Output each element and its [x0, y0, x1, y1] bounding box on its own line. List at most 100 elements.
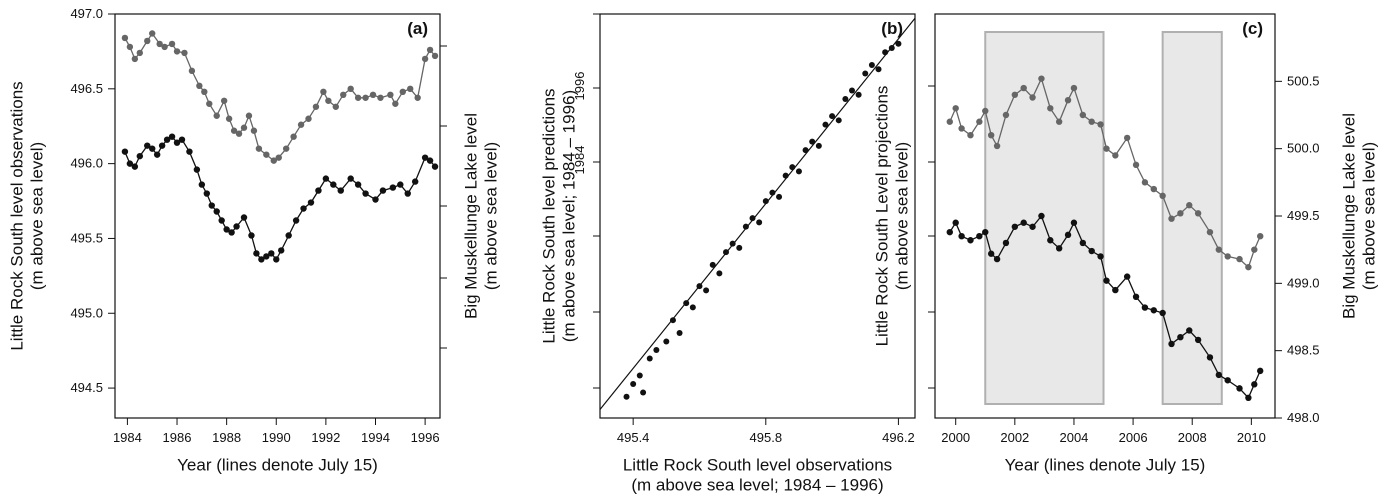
x-tick-label: 2006	[1119, 430, 1148, 445]
series-1-point	[1029, 94, 1036, 101]
series-1-point	[297, 121, 305, 128]
series-2-point	[1224, 377, 1231, 384]
series-1-point	[220, 97, 228, 104]
scatter-point	[842, 96, 849, 103]
y2-axis-label: Big Muskellunge Lake level (m above sea l…	[461, 113, 500, 319]
scatter-point	[829, 113, 836, 120]
y-axis-label-line-1: (m above sea level)	[893, 142, 912, 290]
series-2-point	[404, 190, 411, 197]
series-2-point	[1168, 340, 1175, 348]
series-1-point	[952, 105, 959, 112]
panel-label: (a)	[407, 19, 428, 38]
series-1-point	[982, 107, 989, 115]
scatter-point	[835, 117, 842, 124]
series-2-point	[233, 223, 240, 230]
series-2-point	[178, 136, 186, 143]
series-1-point	[1123, 134, 1131, 142]
scatter-point	[742, 223, 749, 230]
series-1-point	[1103, 145, 1110, 152]
x-axis-label-line-1: (m above sea level; 1984 – 1996)	[631, 476, 883, 495]
scatter-point	[636, 372, 643, 379]
series-1-point	[240, 124, 248, 131]
series-2-point	[131, 163, 139, 170]
series-1-point	[270, 157, 277, 164]
series-2-point	[411, 178, 419, 185]
series-1-point	[1150, 185, 1157, 193]
scatter-point	[882, 49, 889, 56]
series-2-point	[1141, 304, 1149, 311]
series-2-point	[976, 233, 983, 240]
series-2-point	[322, 175, 330, 182]
series-1-point	[967, 132, 974, 139]
panel-2: 495.4 495.8 496.2 1984 1996 (b) Little Rock So…	[539, 13, 916, 495]
series-1-point	[1215, 246, 1223, 253]
series-2-point	[1103, 277, 1110, 284]
series-1-point	[987, 132, 995, 139]
x-tick-label: 2002	[1000, 430, 1029, 445]
series-2-point	[213, 208, 220, 215]
series-1-point	[201, 88, 208, 96]
series-1-point	[1079, 111, 1087, 119]
y-axis-label: Little Rock South level predictions (m ab…	[539, 88, 578, 343]
series-2-point	[1215, 371, 1223, 379]
series-2-point	[208, 202, 215, 209]
x-axis-label: Year (lines denote July 15)	[1005, 455, 1206, 474]
scatter-point	[776, 193, 783, 200]
series-1-point	[399, 88, 406, 96]
y2-tick-label: 500.0	[1287, 141, 1320, 156]
series-2-point	[149, 145, 156, 152]
series-2-point	[1257, 367, 1264, 375]
series-2-point	[1020, 219, 1027, 226]
series-2-point	[337, 187, 344, 194]
y-axis-label: Little Rock South Level projections (m ab…	[872, 86, 911, 347]
scatter-point	[709, 261, 716, 268]
x-tick-label: 1988	[212, 430, 241, 445]
series-2-point	[263, 253, 270, 260]
y-tick-label: 1996	[572, 72, 587, 101]
series-2-point	[223, 226, 230, 233]
series-1-point	[282, 145, 290, 152]
y2-tick-label: 499.0	[1287, 275, 1320, 290]
fit-line	[599, 17, 916, 410]
series-1-point	[206, 100, 213, 107]
scatter-point	[888, 45, 895, 52]
series-1-point	[136, 49, 144, 57]
series-2-point	[1112, 286, 1119, 294]
scatter-point	[696, 283, 703, 290]
y-tick-label: 497.0	[70, 6, 103, 21]
series-2-point	[285, 232, 292, 239]
series-2-point	[379, 187, 387, 194]
series-2-point	[372, 196, 379, 203]
scatter-point	[789, 164, 796, 171]
series-1-point	[1141, 179, 1149, 186]
series-1-point	[1132, 161, 1140, 169]
series-1-point	[149, 30, 156, 37]
series-2-point	[136, 152, 144, 160]
series-1-point	[255, 145, 263, 152]
series-1-point	[230, 127, 238, 134]
series-1-point	[126, 43, 134, 51]
series-2-point	[1251, 381, 1258, 388]
series-1-point	[958, 125, 965, 132]
scatter-point	[669, 317, 676, 324]
x-axis-label: Little Rock South level observations (m a…	[623, 455, 892, 494]
series-2-point	[292, 217, 300, 224]
scatter-point	[663, 338, 670, 345]
series-1-point	[320, 88, 327, 96]
y-tick-label: 495.5	[70, 230, 103, 245]
series-2-point	[1029, 223, 1036, 230]
series-2-point	[258, 256, 265, 263]
y-tick-label: 495.0	[70, 305, 103, 320]
series-1-point	[245, 112, 253, 119]
scatter-point	[736, 244, 743, 251]
series-2-point	[431, 163, 439, 170]
series-2-point	[1236, 385, 1243, 392]
series-2-point	[967, 237, 974, 244]
x-tick-label: 496.2	[882, 430, 915, 445]
series-1-point	[976, 118, 983, 125]
series-1-point	[407, 85, 414, 93]
series-1-point	[1168, 215, 1175, 222]
scatter-point	[723, 249, 729, 256]
x-axis-label-line-0: Little Rock South level observations	[623, 455, 892, 474]
series-2-point	[1194, 336, 1202, 344]
